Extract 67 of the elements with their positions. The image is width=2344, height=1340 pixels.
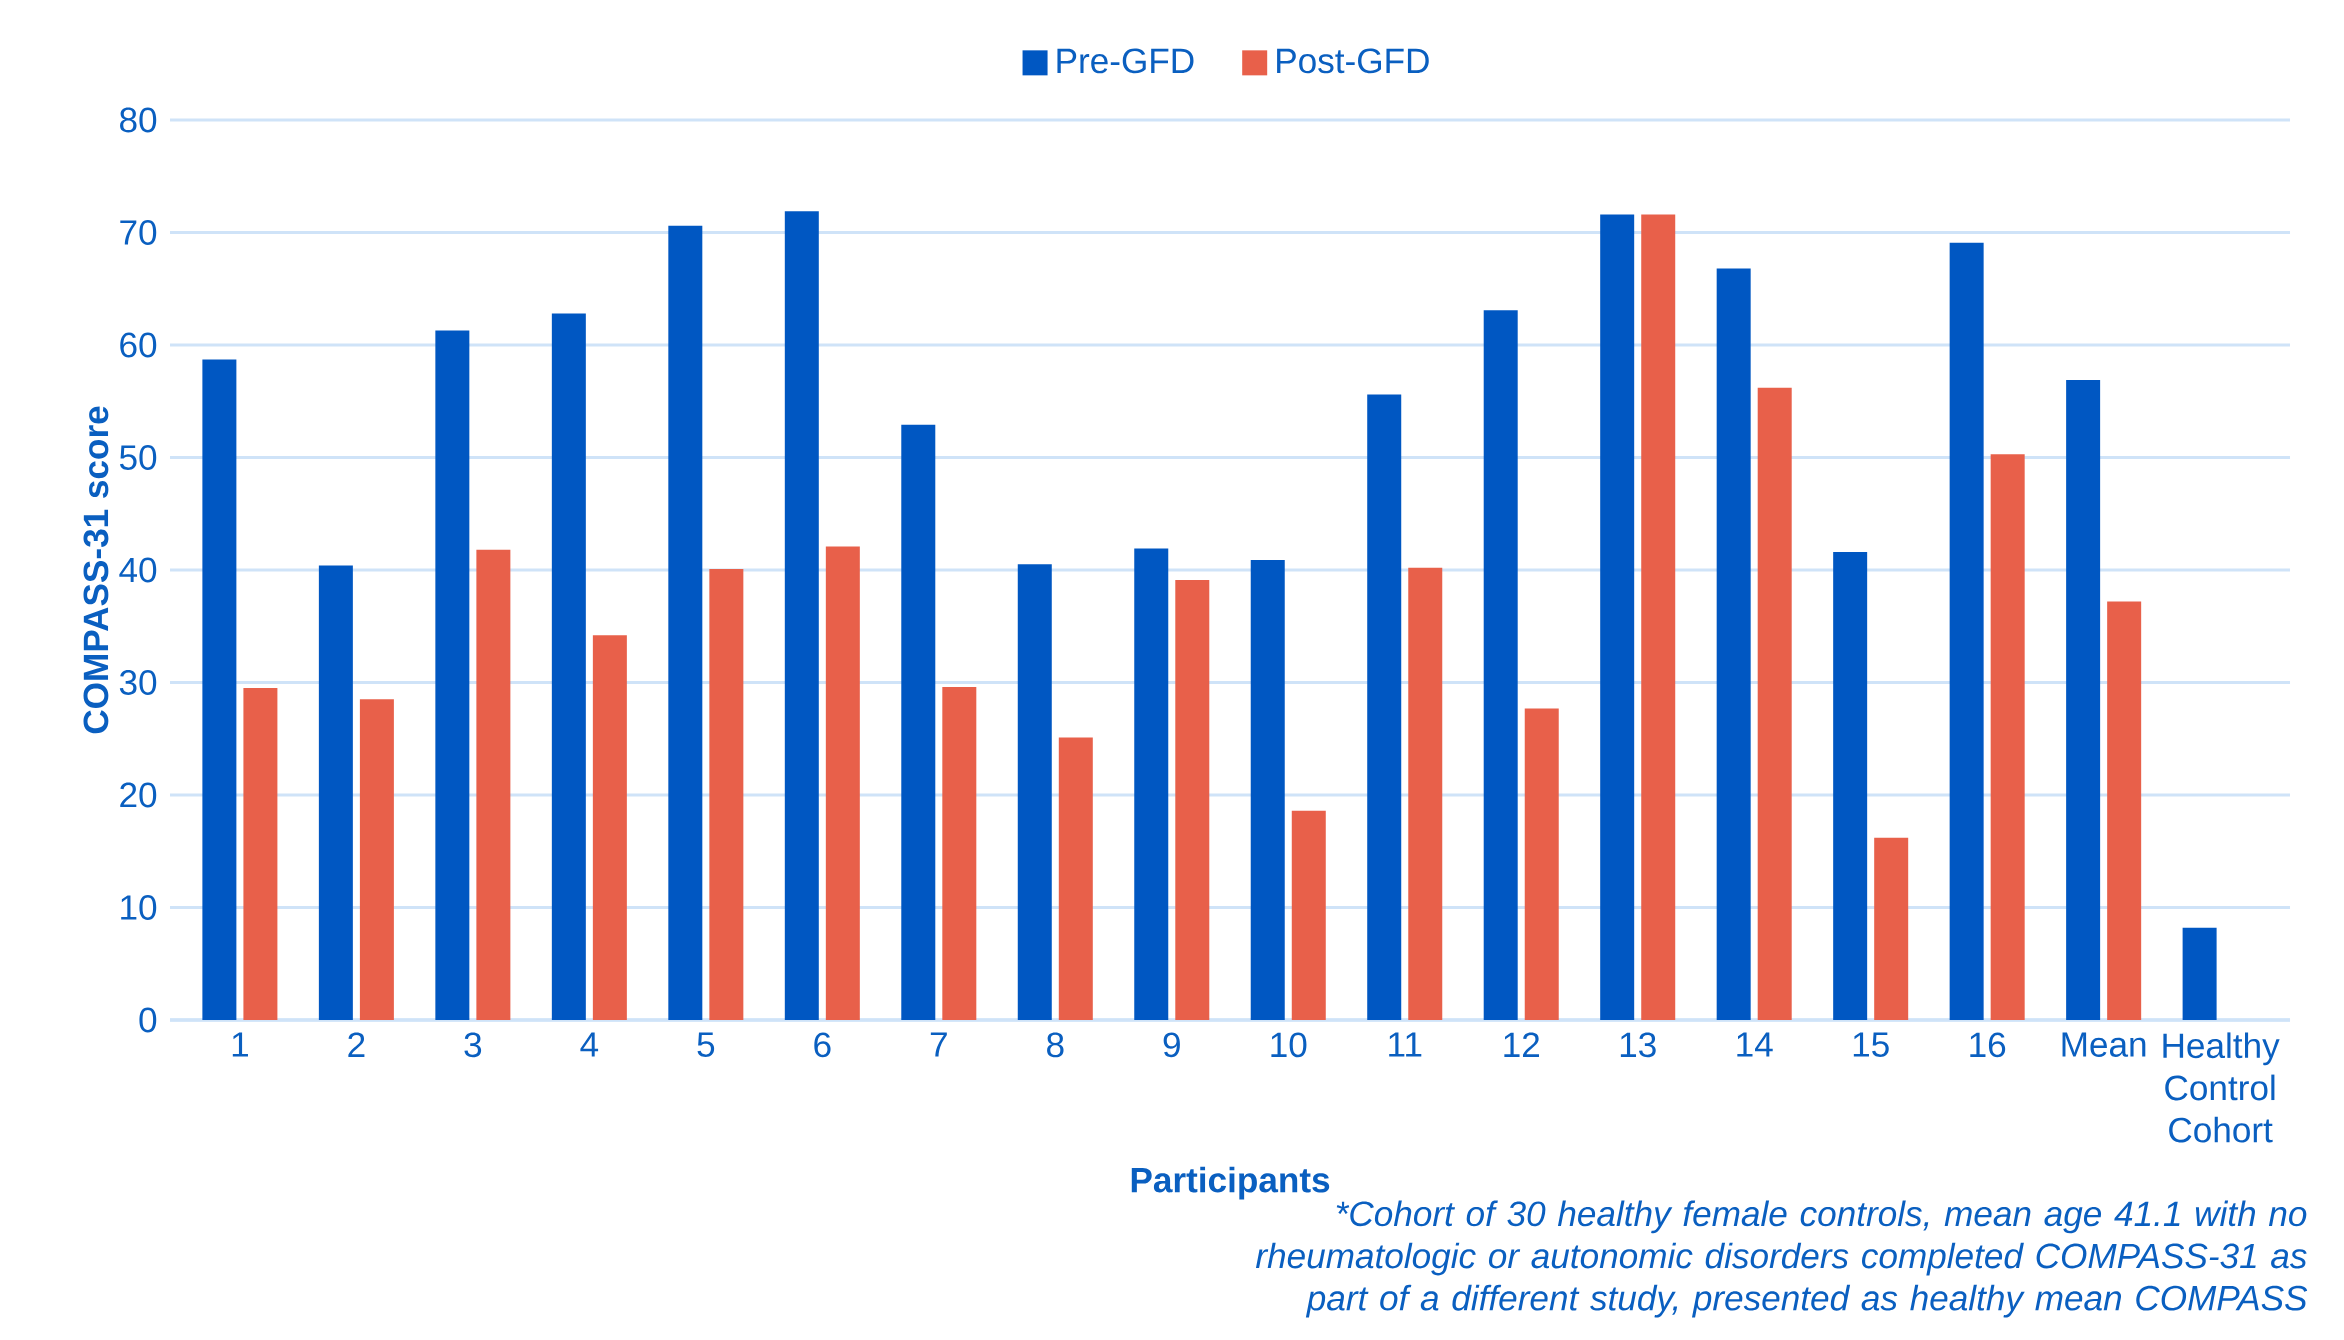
y-axis-title: COMPASS-31 score	[83, 406, 109, 734]
bar	[1483, 310, 1518, 1020]
bar	[1949, 242, 1984, 1020]
x-tick-label: 6	[814, 1032, 831, 1058]
x-tick-label: 12	[1504, 1032, 1540, 1057]
bar	[1058, 737, 1093, 1020]
y-tick-label: 30	[119, 670, 157, 695]
bar	[1757, 387, 1792, 1020]
bar	[2182, 927, 2217, 1020]
bar	[1716, 268, 1751, 1020]
y-tick-label: 80	[120, 107, 157, 133]
x-tick-label: Healthy Control Cohort	[2163, 1032, 2280, 1143]
bar	[551, 313, 586, 1020]
x-tick-label: 5	[697, 1032, 715, 1057]
x-axis-title: Participants	[1131, 1166, 1330, 1200]
x-tick-label: 14	[1737, 1032, 1773, 1057]
bar	[942, 686, 977, 1020]
bar	[1017, 564, 1052, 1020]
x-tick-label: 16	[1970, 1032, 2006, 1058]
bar	[1134, 548, 1169, 1020]
bar	[1175, 580, 1210, 1020]
bar	[901, 424, 936, 1020]
x-tick-label: 8	[1047, 1032, 1064, 1058]
legend-label: Post-GFD	[1277, 48, 1429, 74]
bar	[2066, 379, 2101, 1020]
x-tick-label: 15	[1853, 1032, 1889, 1057]
bar	[709, 568, 744, 1020]
bar	[1250, 559, 1285, 1020]
x-tick-label: Mean	[2062, 1032, 2146, 1057]
y-tick-label: 50	[119, 445, 157, 470]
x-tick-label: 9	[1163, 1032, 1180, 1058]
bar	[1408, 567, 1443, 1020]
bar	[1291, 810, 1326, 1020]
bar	[1600, 214, 1635, 1020]
bar	[435, 330, 470, 1020]
y-tick-label: 0	[139, 1007, 157, 1033]
x-tick-label: 3	[464, 1032, 482, 1058]
legend-label: Pre-GFD	[1057, 48, 1194, 74]
bar	[2107, 601, 2142, 1020]
y-tick-label: 40	[119, 557, 157, 583]
x-tick-label: 11	[1389, 1032, 1422, 1057]
bar	[668, 225, 703, 1020]
bar	[243, 688, 278, 1020]
x-tick-label: 7	[930, 1032, 947, 1057]
x-tick-label: 13	[1620, 1032, 1656, 1058]
bar	[825, 546, 860, 1020]
bar	[1833, 552, 1868, 1020]
y-tick-label: 60	[120, 332, 157, 358]
bar	[202, 359, 237, 1020]
bar	[784, 211, 819, 1020]
bar	[1367, 394, 1402, 1020]
bar	[1990, 454, 2025, 1020]
x-tick-label: 2	[348, 1032, 365, 1057]
x-tick-label: 1	[232, 1032, 248, 1057]
bar	[1524, 708, 1559, 1020]
bar	[318, 565, 353, 1020]
bar	[1874, 837, 1909, 1020]
text: *Cohort of 30 healthy female controls, mean age 41.1 with no rheumatologic or autonomic disorders completed COMPASS-31 as part of a different study, presented as healthy mean COMPASS	[1255, 1200, 2308, 1318]
x-tick-label: 4	[580, 1032, 599, 1057]
y-tick-label: 10	[121, 895, 157, 920]
x-tick-label: 10	[1271, 1032, 1307, 1058]
y-tick-label: 70	[120, 220, 157, 245]
bar	[476, 549, 511, 1020]
bar	[359, 699, 394, 1020]
y-tick-label: 20	[120, 782, 157, 808]
bar	[592, 635, 627, 1020]
bar	[1641, 214, 1676, 1020]
